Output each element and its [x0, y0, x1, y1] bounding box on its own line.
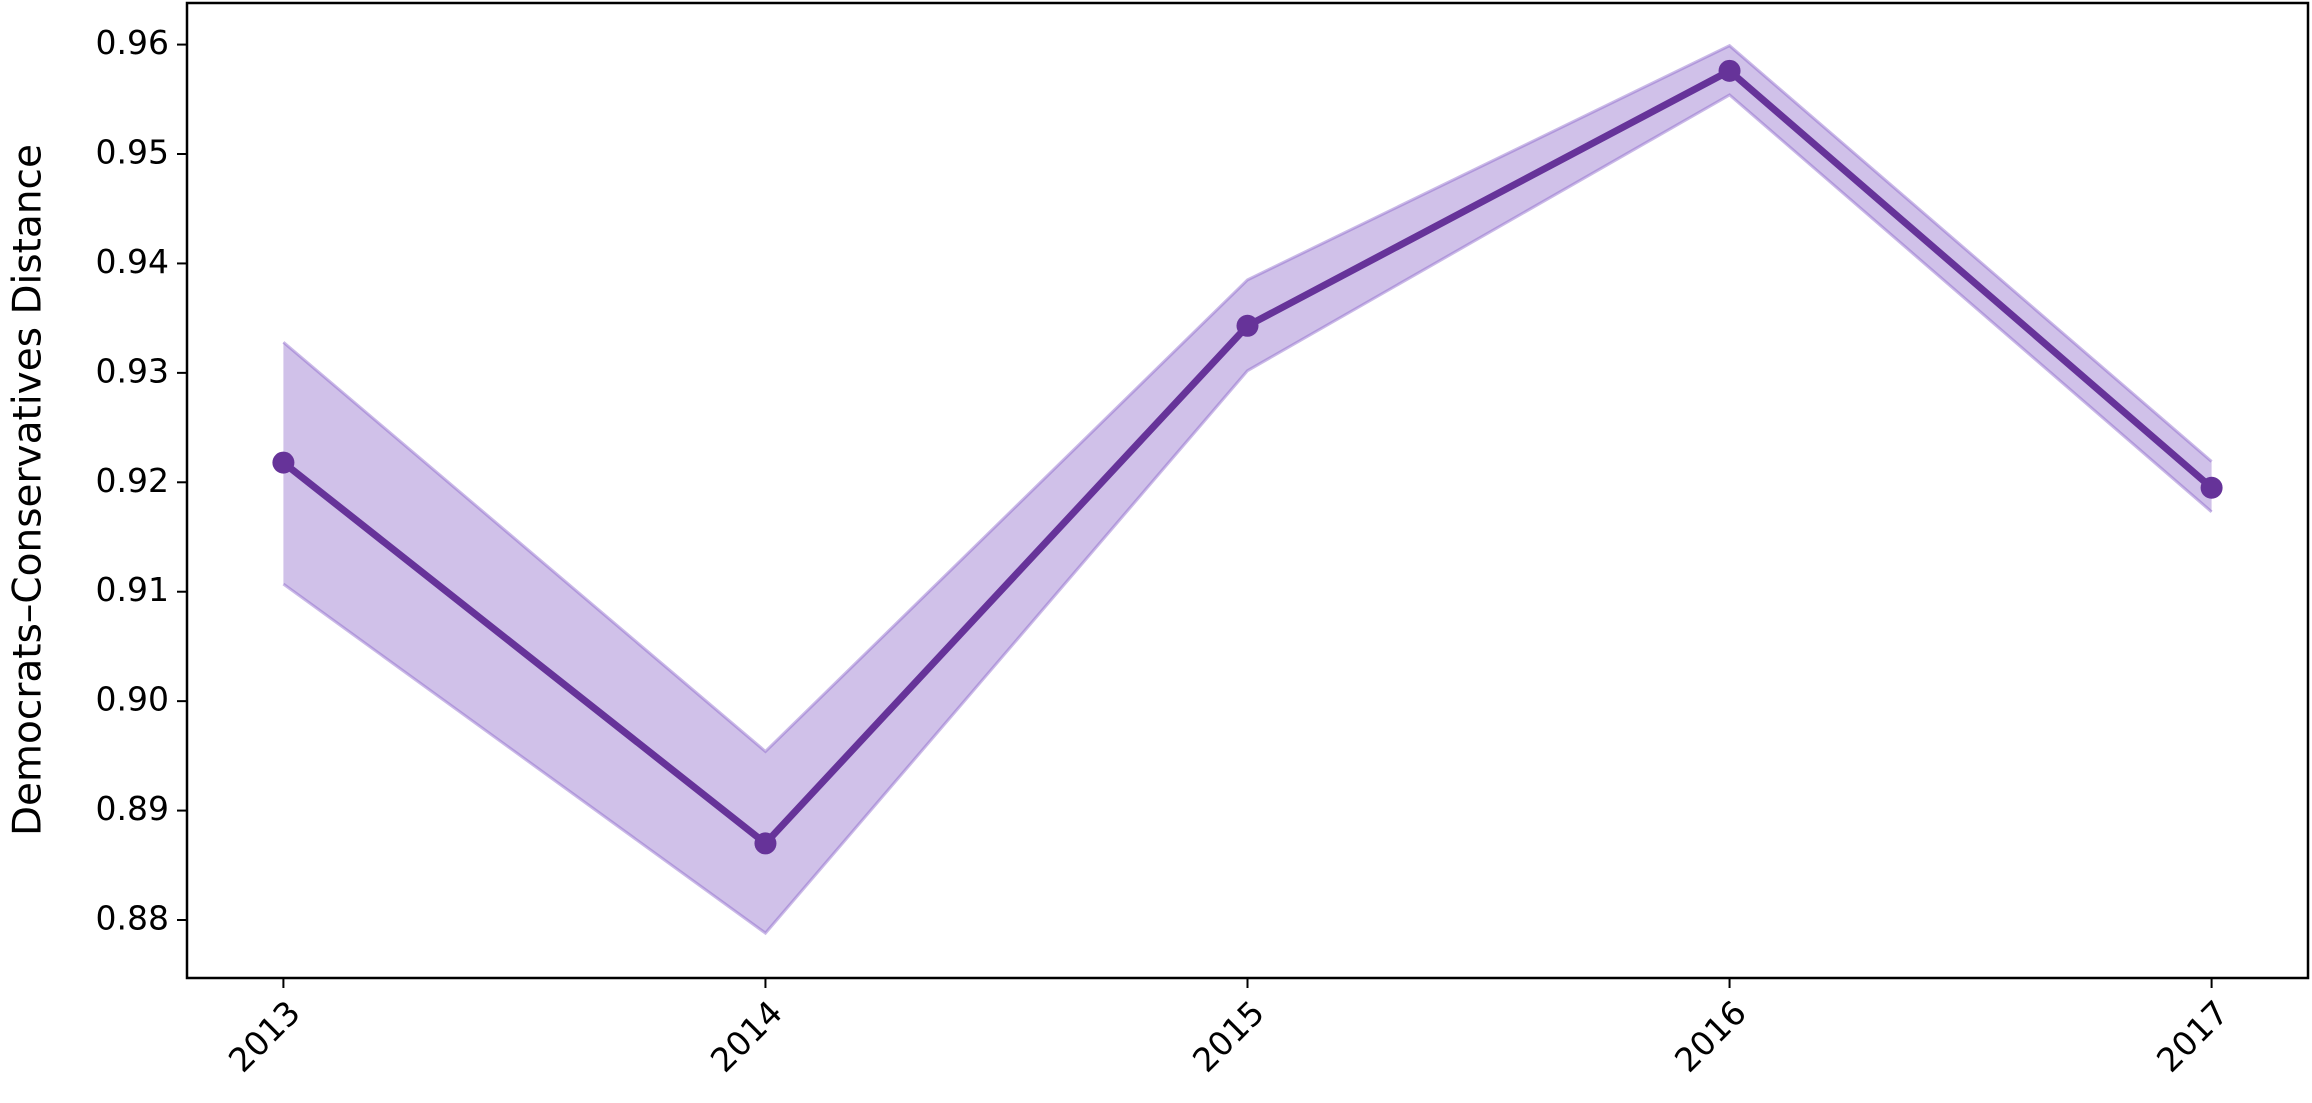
x-tick-label: 2015: [1185, 993, 1272, 1080]
plot-frame: [185, 1, 2310, 980]
y-tick-label: 0.94: [96, 242, 169, 281]
x-tick-label: 2013: [221, 993, 308, 1080]
y-tick-label: 0.95: [96, 133, 169, 172]
band-upper-edge: [282, 43, 2213, 754]
x-tick-label: 2016: [1667, 993, 1754, 1080]
y-tick-label: 0.93: [96, 351, 169, 390]
y-axis-label: Democrats–Conservatives Distance: [6, 144, 51, 836]
point: [754, 832, 777, 855]
band-lower-edge: [282, 93, 2213, 936]
y-tick-label: 0.88: [96, 899, 169, 938]
point: [2200, 476, 2223, 499]
y-tick-label: 0.92: [96, 461, 169, 500]
point: [1236, 314, 1259, 337]
point: [272, 451, 295, 474]
confidence-band: [283, 45, 2212, 934]
point: [1718, 59, 1741, 82]
x-tick-label: 2017: [2149, 993, 2236, 1080]
x-tick-label: 2014: [703, 993, 790, 1080]
y-tick-label: 0.96: [96, 23, 169, 62]
y-tick-label: 0.89: [96, 789, 169, 828]
y-tick-label: 0.90: [96, 680, 169, 719]
y-tick-label: 0.91: [96, 570, 169, 609]
